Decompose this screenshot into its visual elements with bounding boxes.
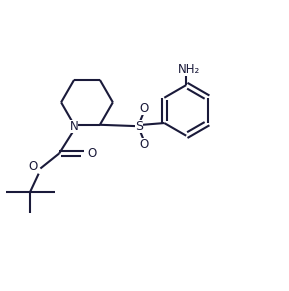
Text: N: N [70,120,78,133]
Text: O: O [28,160,38,173]
Text: O: O [87,147,96,160]
Text: O: O [139,138,149,150]
Text: S: S [135,120,143,133]
Text: NH₂: NH₂ [177,63,200,76]
Text: O: O [139,102,149,115]
